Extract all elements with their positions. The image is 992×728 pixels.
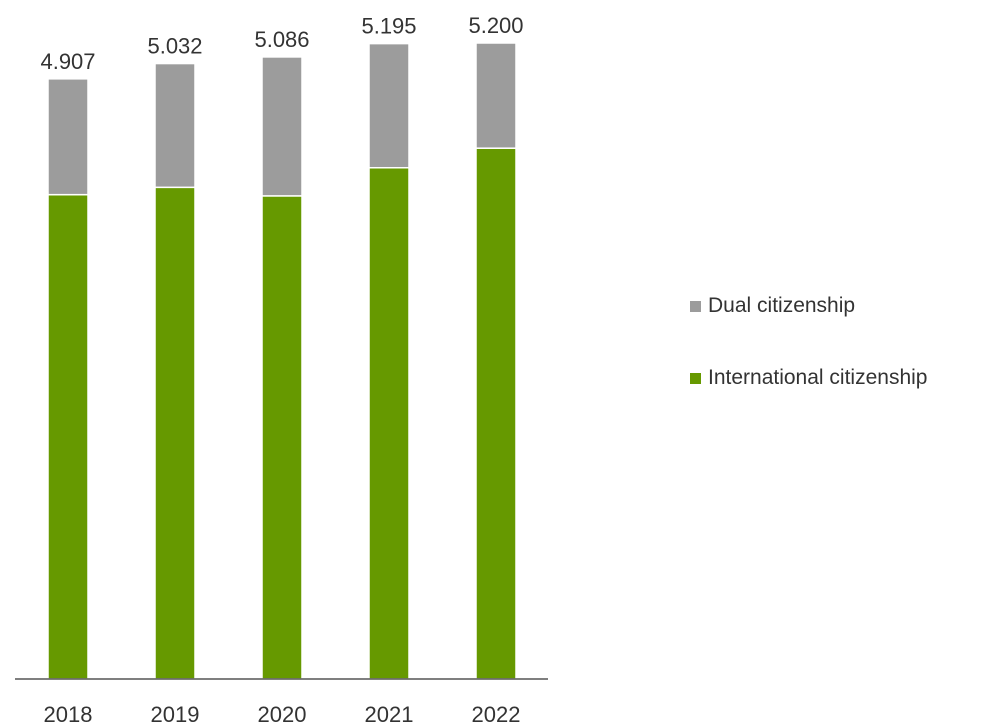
total-label-2022: 5.200 (468, 13, 523, 38)
bar-2019-international (154, 186, 196, 680)
x-tick-label-2019: 2019 (151, 702, 200, 727)
bar-2018-international (47, 193, 89, 680)
total-label-2021: 5.195 (361, 14, 416, 39)
bar-2021-dual (368, 42, 410, 169)
x-tick-label-2022: 2022 (472, 702, 521, 727)
bar-2022-international (475, 147, 517, 680)
x-tick-label-2020: 2020 (258, 702, 307, 727)
total-label-2020: 5.086 (254, 27, 309, 52)
legend-label-international: International citizenship (708, 366, 928, 389)
bar-2020-dual (261, 56, 303, 197)
bar-2020-international (261, 195, 303, 680)
legend: Dual citizenship International citizensh… (690, 290, 927, 434)
total-label-2018: 4.907 (40, 49, 95, 74)
bar-2022-dual (475, 42, 517, 149)
legend-swatch-dual (690, 300, 701, 312)
legend-swatch-international (690, 372, 701, 384)
bar-2018-dual (47, 78, 89, 196)
legend-label-dual: Dual citizenship (708, 294, 856, 317)
total-label-2019: 5.032 (147, 34, 202, 59)
x-tick-label-2018: 2018 (44, 702, 93, 727)
bar-2021-international (368, 167, 410, 680)
legend-item-international: International citizenship (690, 362, 927, 394)
bar-2019-dual (154, 62, 196, 189)
x-tick-label-2021: 2021 (365, 702, 414, 727)
legend-item-dual: Dual citizenship (690, 290, 927, 322)
